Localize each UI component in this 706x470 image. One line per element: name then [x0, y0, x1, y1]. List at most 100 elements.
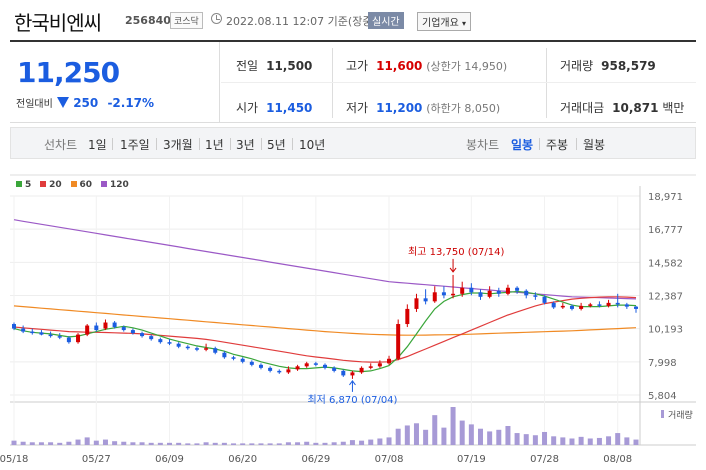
legend-ma60: 60: [70, 180, 92, 190]
prev-label: 전일: [236, 59, 259, 73]
candle-body: [213, 348, 218, 353]
volume-bar: [542, 431, 548, 445]
tab-10y[interactable]: 10년: [299, 138, 326, 152]
volume-bar: [57, 442, 63, 445]
volume-bar: [587, 438, 593, 445]
candle-body: [387, 358, 392, 364]
company-info-dropdown[interactable]: 기업개요 ▾: [417, 12, 472, 31]
volume-bar: [249, 443, 255, 445]
y-tick-label: 14,582: [648, 258, 683, 269]
volume-bar: [75, 439, 81, 445]
x-tick-label: 06/29: [301, 454, 330, 465]
candle-body: [405, 308, 410, 325]
high-value: 11,600: [376, 59, 423, 73]
tab-monthly[interactable]: 월봉: [583, 138, 606, 152]
candle-body: [204, 348, 209, 350]
volume-bar: [48, 442, 54, 445]
candle-body: [21, 328, 26, 332]
tab-3y[interactable]: 3년: [236, 138, 255, 152]
amount-value: 10,871: [612, 101, 659, 115]
volume-bar: [20, 441, 26, 445]
volume-bar: [139, 442, 145, 445]
tab-daily[interactable]: 일봉: [511, 138, 534, 152]
volume-bar: [606, 436, 612, 445]
candle-body: [112, 322, 117, 328]
candle-body: [194, 348, 199, 350]
volume-bar: [624, 437, 630, 445]
candle-body: [121, 327, 126, 331]
prev-value: 11,500: [266, 59, 313, 73]
candle-body: [615, 302, 620, 305]
candle-body: [432, 292, 437, 302]
volume-bar: [505, 426, 511, 445]
candle-body: [451, 293, 456, 296]
candle-body: [469, 287, 474, 293]
candle-body: [240, 358, 245, 362]
volume-bar: [441, 427, 447, 445]
candle-body: [94, 325, 99, 331]
upper-limit: (상한가 14,950): [426, 60, 508, 73]
price-change: 전일대비 250 -2.17%: [16, 95, 154, 110]
tab-weekly[interactable]: 주봉: [546, 138, 569, 152]
y-tick-label: 12,387: [648, 292, 683, 303]
volume-bar: [368, 439, 374, 445]
candle-body: [66, 337, 71, 343]
low-price: 저가 11,200 (하한가 8,050): [346, 99, 500, 116]
divider: [156, 138, 157, 150]
chevron-down-icon: ▾: [462, 19, 467, 28]
high-arrow-icon: [449, 267, 457, 273]
tab-5y[interactable]: 5년: [267, 138, 286, 152]
candle-body: [396, 324, 401, 359]
down-arrow-icon: [57, 97, 69, 108]
candle-body: [268, 367, 273, 371]
volume-bar: [487, 431, 493, 445]
volume-bar: [386, 437, 392, 445]
volume-bar: [569, 438, 575, 445]
volume-bar: [377, 438, 383, 445]
tab-1y[interactable]: 1년: [205, 138, 224, 152]
volume-bar: [93, 440, 99, 445]
amount-unit: 백만: [662, 101, 685, 115]
change-label: 전일대비: [16, 99, 53, 110]
candle-body: [368, 366, 373, 368]
tab-1d[interactable]: 1일: [88, 138, 107, 152]
tab-3m[interactable]: 3개월: [163, 138, 193, 152]
open-price: 시가 11,450: [236, 99, 312, 116]
x-tick-label: 07/08: [375, 454, 404, 465]
candle-body: [460, 287, 465, 294]
candle-body: [560, 305, 565, 308]
change-percent: -2.17%: [107, 96, 155, 110]
high-label: 고가: [346, 59, 369, 73]
open-label: 시가: [236, 101, 259, 115]
ma120-line: [13, 219, 637, 300]
volume-bar: [38, 442, 44, 445]
x-tick-label: 05/27: [82, 454, 111, 465]
volume-bar: [212, 442, 218, 445]
volume-bar: [468, 424, 474, 445]
candle-body: [295, 366, 300, 370]
volume-bar: [231, 443, 237, 445]
volume-bar: [11, 440, 17, 445]
legend-ma5: 5: [16, 180, 31, 190]
volume-bar: [102, 439, 108, 445]
x-tick-label: 05/18: [0, 454, 28, 465]
candle-body: [176, 343, 181, 347]
volume-legend-swatch: [661, 410, 664, 418]
candle-body: [304, 363, 309, 367]
candle-body: [85, 325, 90, 335]
tab-1w[interactable]: 1주일: [120, 138, 150, 152]
candle-body: [551, 302, 556, 308]
x-tick-label: 06/20: [228, 454, 257, 465]
candle-body: [167, 342, 172, 344]
realtime-badge[interactable]: 실시간: [368, 12, 404, 29]
volume-bar: [413, 423, 419, 445]
volume-bar: [596, 437, 602, 445]
volume-bar: [496, 429, 502, 445]
stock-name: 한국비엔씨: [14, 11, 102, 35]
candle-body: [496, 290, 501, 294]
candle-body: [130, 330, 135, 334]
volume-bar: [450, 407, 456, 445]
current-price: 11,250: [17, 56, 120, 89]
x-tick-label: 06/09: [155, 454, 184, 465]
